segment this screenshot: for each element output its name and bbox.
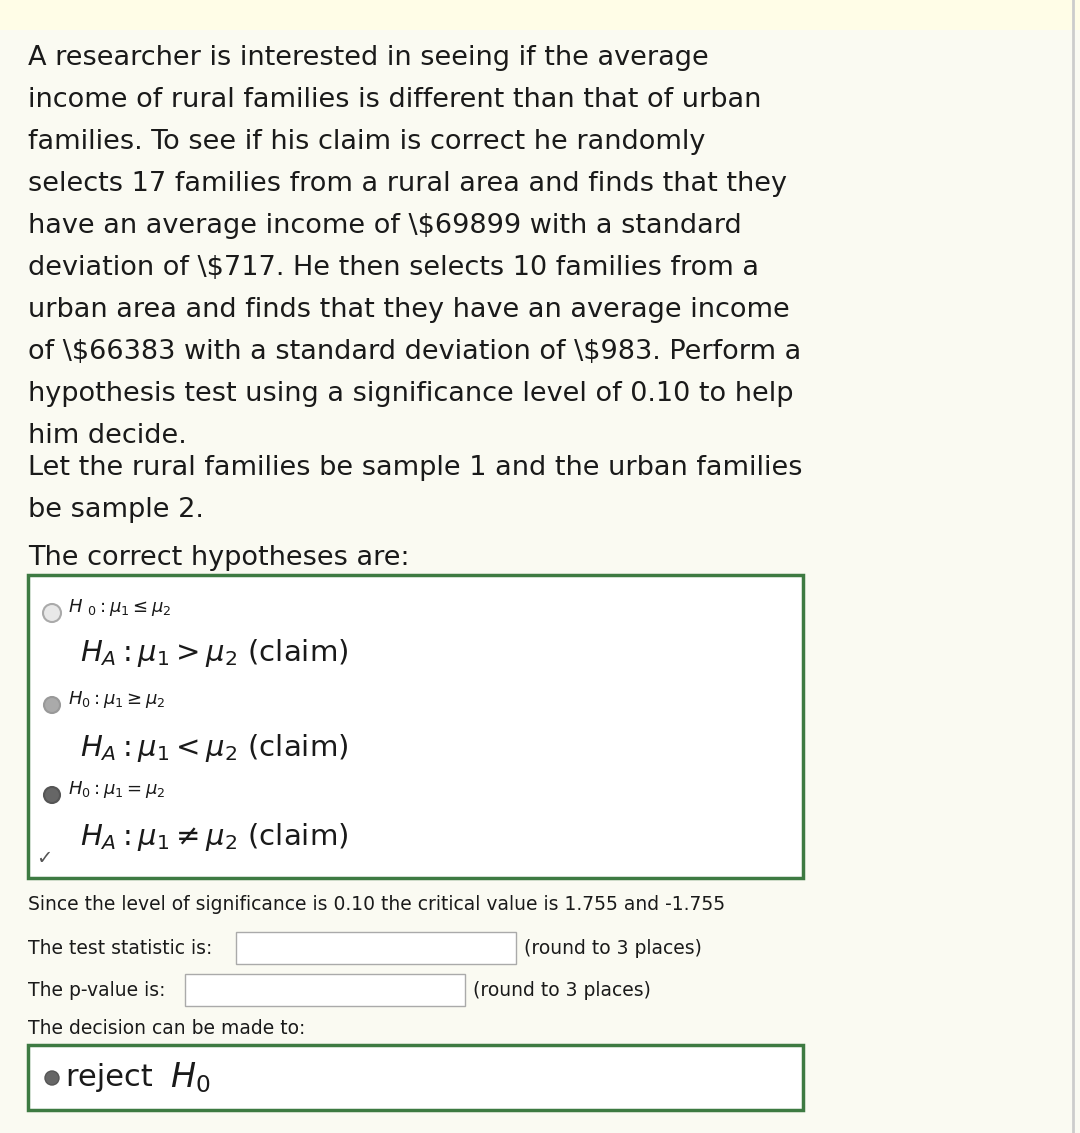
Circle shape bbox=[44, 787, 60, 803]
Text: selects 17 families from a rural area and finds that they: selects 17 families from a rural area an… bbox=[28, 171, 787, 197]
Bar bbox=[185, 974, 465, 1006]
Text: $H_A:\mu_1 \neq \mu_2\ \mathrm{(claim)}$: $H_A:\mu_1 \neq \mu_2\ \mathrm{(claim)}$ bbox=[80, 821, 348, 853]
Text: have an average income of \$69899 with a standard: have an average income of \$69899 with a… bbox=[28, 213, 742, 239]
Text: The test statistic is:: The test statistic is: bbox=[28, 938, 213, 957]
Circle shape bbox=[45, 1071, 59, 1085]
Text: Let the rural families be sample 1 and the urban families: Let the rural families be sample 1 and t… bbox=[28, 455, 802, 482]
Text: families. To see if his claim is correct he randomly: families. To see if his claim is correct… bbox=[28, 129, 705, 155]
Text: deviation of \$717. He then selects 10 families from a: deviation of \$717. He then selects 10 f… bbox=[28, 255, 759, 281]
Text: be sample 2.: be sample 2. bbox=[28, 497, 204, 523]
Text: Since the level of significance is 0.10 the critical value is 1.755 and -1.755: Since the level of significance is 0.10 … bbox=[28, 894, 725, 913]
Text: $H_A:\mu_1 < \mu_2\ \mathrm{(claim)}$: $H_A:\mu_1 < \mu_2\ \mathrm{(claim)}$ bbox=[80, 732, 348, 764]
Text: $H_0:\mu_1 \geq \mu_2$: $H_0:\mu_1 \geq \mu_2$ bbox=[68, 690, 165, 710]
Text: $H\ _{0}:\mu_1 \leq \mu_2$: $H\ _{0}:\mu_1 \leq \mu_2$ bbox=[68, 597, 172, 619]
Bar bbox=[237, 932, 516, 964]
Text: him decide.: him decide. bbox=[28, 423, 187, 449]
Text: The p-value is:: The p-value is: bbox=[28, 980, 165, 999]
Text: income of rural families is different than that of urban: income of rural families is different th… bbox=[28, 87, 761, 113]
Text: $H_0:\mu_1 = \mu_2$: $H_0:\mu_1 = \mu_2$ bbox=[68, 780, 165, 801]
Bar bbox=[28, 576, 804, 878]
Text: (round to 3 places): (round to 3 places) bbox=[524, 938, 702, 957]
Text: (round to 3 places): (round to 3 places) bbox=[473, 980, 651, 999]
Text: The correct hypotheses are:: The correct hypotheses are: bbox=[28, 545, 409, 571]
Text: of \$66383 with a standard deviation of \$983. Perform a: of \$66383 with a standard deviation of … bbox=[28, 339, 801, 365]
Bar bbox=[0, 0, 1080, 29]
Text: $H_A:\mu_1 > \mu_2\ \mathrm{(claim)}$: $H_A:\mu_1 > \mu_2\ \mathrm{(claim)}$ bbox=[80, 637, 348, 668]
Text: reject: reject bbox=[66, 1064, 162, 1092]
Circle shape bbox=[43, 604, 60, 622]
Text: A researcher is interested in seeing if the average: A researcher is interested in seeing if … bbox=[28, 45, 708, 71]
Bar bbox=[165, 0, 365, 18]
Circle shape bbox=[44, 697, 60, 713]
Text: ✓: ✓ bbox=[36, 849, 52, 868]
Bar bbox=[28, 1045, 804, 1110]
Text: hypothesis test using a significance level of 0.10 to help: hypothesis test using a significance lev… bbox=[28, 381, 794, 407]
Text: urban area and finds that they have an average income: urban area and finds that they have an a… bbox=[28, 297, 789, 323]
Text: The decision can be made to:: The decision can be made to: bbox=[28, 1019, 306, 1038]
Bar bbox=[35, 0, 150, 18]
Text: $H_0$: $H_0$ bbox=[170, 1060, 211, 1096]
